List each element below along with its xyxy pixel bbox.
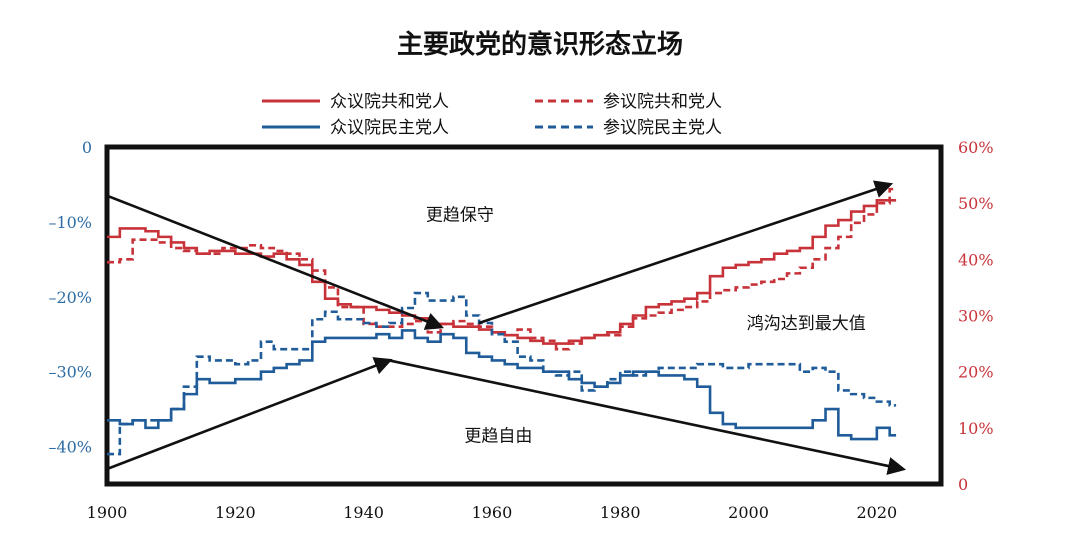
right-tick-label: 40% xyxy=(958,250,994,269)
series-house-dem xyxy=(107,329,897,441)
x-tick-label: 1960 xyxy=(472,503,513,522)
x-tick-label: 1900 xyxy=(87,503,128,522)
series-senate-dem xyxy=(107,291,897,456)
annotation-label: 鸿沟达到最大值 xyxy=(747,314,866,334)
legend-label-senate-dem: 参议院民主党人 xyxy=(603,118,722,138)
legend: 众议院共和党人 参议院共和党人 众议院民主党人 参议院民主党人 xyxy=(262,92,722,138)
trend-arrow xyxy=(106,357,393,471)
right-tick-label: 20% xyxy=(958,363,994,382)
trend-arrow xyxy=(389,359,907,475)
x-tick-label: 2000 xyxy=(728,503,769,522)
x-tick-label: 1940 xyxy=(343,503,384,522)
series-house-rep xyxy=(107,199,897,345)
left-tick-label: 0 xyxy=(82,138,92,157)
left-tick-label: –40% xyxy=(48,438,92,457)
arrow-layer xyxy=(106,180,907,475)
x-tick-label: 1920 xyxy=(215,503,256,522)
right-tick-label: 50% xyxy=(958,194,994,213)
annotation-label: 更趋保守 xyxy=(426,205,494,225)
trend-arrow xyxy=(478,180,894,325)
annotation-label: 更趋自由 xyxy=(464,426,532,446)
left-tick-label: –20% xyxy=(48,288,92,307)
right-axis-ticks: 60% 50% 40% 30% 20% 10% 0 xyxy=(958,138,994,494)
x-tick-label: 2020 xyxy=(856,503,897,522)
right-tick-label: 10% xyxy=(958,419,994,438)
legend-label-house-rep: 众议院共和党人 xyxy=(330,92,449,112)
left-tick-label: –10% xyxy=(48,213,92,232)
x-tick-label: 1980 xyxy=(600,503,641,522)
series-senate-rep xyxy=(107,187,897,351)
plot-frame xyxy=(104,144,944,487)
right-tick-label: 30% xyxy=(958,307,994,326)
left-axis-ticks: 0 –10% –20% –30% –40% xyxy=(48,138,92,457)
left-tick-label: –30% xyxy=(48,363,92,382)
legend-label-house-dem: 众议院民主党人 xyxy=(330,118,449,138)
trend-arrow xyxy=(106,194,444,330)
legend-label-senate-rep: 参议院共和党人 xyxy=(603,92,722,112)
x-axis-ticks: 1900 1920 1940 1960 1980 2000 2020 xyxy=(87,503,898,522)
chart-title: 主要政党的意识形态立场 xyxy=(396,30,683,60)
right-tick-label: 60% xyxy=(958,138,994,157)
right-tick-label: 0 xyxy=(958,475,968,494)
series-layer xyxy=(107,187,897,456)
